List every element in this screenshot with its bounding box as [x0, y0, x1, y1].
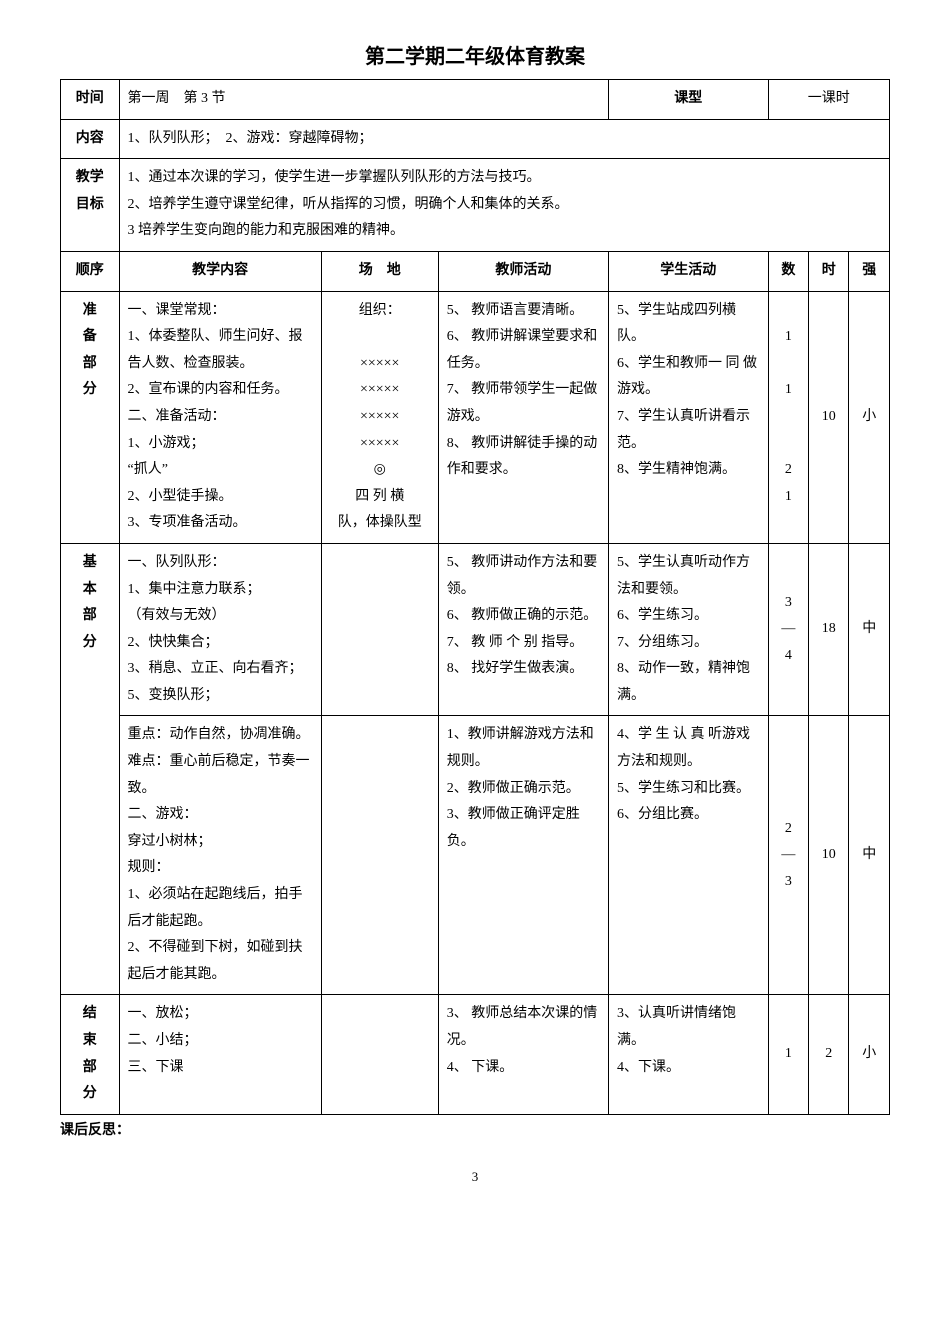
main2-intensity: 中 [849, 716, 890, 995]
main1-field [321, 543, 438, 716]
type-label: 课型 [609, 80, 769, 120]
main2-student: 4、学 生 认 真 听游戏方法和规则。 5、学生练习和比赛。 6、分组比赛。 [609, 716, 769, 995]
prep-section-label: 准 备 部 分 [61, 291, 120, 543]
main-section-label: 基 本 部 分 [61, 543, 120, 995]
end-teacher: 3、 教师总结本次课的情况。 4、 下课。 [438, 995, 608, 1114]
end-time: 2 [809, 995, 849, 1114]
col-intensity: 强 [849, 251, 890, 291]
table-row: 重点：动作自然，协凋准确。 难点：重心前后稳定，节奏一致。 二、游戏： 穿过小树… [61, 716, 890, 995]
col-student: 学生活动 [609, 251, 769, 291]
time-value: 第一周 第 3 节 [119, 80, 608, 120]
goal-value: 1、通过本次课的学习，使学生进一步掌握队列队形的方法与技巧。 2、培养学生遵守课… [119, 159, 889, 252]
type-value: 一课时 [768, 80, 889, 120]
prep-content: 一、课堂常规： 1、体委整队、师生问好、报告人数、检查服装。 2、宣布课的内容和… [119, 291, 321, 543]
col-field: 场 地 [321, 251, 438, 291]
document-title: 第二学期二年级体育教案 [60, 40, 890, 69]
main1-num: 3 — 4 [768, 543, 808, 716]
content-label: 内容 [61, 119, 120, 159]
prep-student: 5、学生站成四列横队。 6、学生和教师一 同 做 游戏。 7、学生认真听讲看示范… [609, 291, 769, 543]
end-field [321, 995, 438, 1114]
prep-field: 组织： ××××× ××××× ××××× ××××× ◎ 四 列 横 队，体操… [321, 291, 438, 543]
prep-num: 1 1 2 1 [768, 291, 808, 543]
col-teacher: 教师活动 [438, 251, 608, 291]
end-student: 3、认真听讲情绪饱满。 4、下课。 [609, 995, 769, 1114]
table-row: 基 本 部 分 一、队列队形： 1、集中注意力联系； （有效与无效） 2、快快集… [61, 543, 890, 716]
main2-teacher: 1、教师讲解游戏方法和规则。 2、教师做正确示范。 3、教师做正确评定胜负。 [438, 716, 608, 995]
main1-student: 5、学生认真听动作方法和要领。 6、学生练习。 7、分组练习。 8、动作一致，精… [609, 543, 769, 716]
main1-intensity: 中 [849, 543, 890, 716]
content-value: 1、队列队形； 2、游戏：穿越障碍物； [119, 119, 889, 159]
reflection-label: 课后反思： [60, 1119, 890, 1139]
main2-field [321, 716, 438, 995]
lesson-plan-table: 时间 第一周 第 3 节 课型 一课时 内容 1、队列队形； 2、游戏：穿越障碍… [60, 79, 890, 1115]
page-number: 3 [60, 1169, 890, 1185]
table-row: 内容 1、队列队形； 2、游戏：穿越障碍物； [61, 119, 890, 159]
main2-content: 重点：动作自然，协凋准确。 难点：重心前后稳定，节奏一致。 二、游戏： 穿过小树… [119, 716, 321, 995]
end-content: 一、放松； 二、小结； 三、下课 [119, 995, 321, 1114]
prep-intensity: 小 [849, 291, 890, 543]
col-seq: 顺序 [61, 251, 120, 291]
prep-time: 10 [809, 291, 849, 543]
table-row: 时间 第一周 第 3 节 课型 一课时 [61, 80, 890, 120]
end-num: 1 [768, 995, 808, 1114]
col-num: 数 [768, 251, 808, 291]
goal-label: 教学 目标 [61, 159, 120, 252]
column-header-row: 顺序 教学内容 场 地 教师活动 学生活动 数 时 强 [61, 251, 890, 291]
main2-time: 10 [809, 716, 849, 995]
table-row: 准 备 部 分 一、课堂常规： 1、体委整队、师生问好、报告人数、检查服装。 2… [61, 291, 890, 543]
end-intensity: 小 [849, 995, 890, 1114]
col-content: 教学内容 [119, 251, 321, 291]
main1-time: 18 [809, 543, 849, 716]
col-time: 时 [809, 251, 849, 291]
end-section-label: 结 束 部 分 [61, 995, 120, 1114]
main1-teacher: 5、 教师讲动作方法和要领。 6、 教师做正确的示范。 7、 教 师 个 别 指… [438, 543, 608, 716]
table-row: 结 束 部 分 一、放松； 二、小结； 三、下课 3、 教师总结本次课的情况。 … [61, 995, 890, 1114]
table-row: 教学 目标 1、通过本次课的学习，使学生进一步掌握队列队形的方法与技巧。 2、培… [61, 159, 890, 252]
prep-teacher: 5、 教师语言要清晰。 6、 教师讲解课堂要求和任务。 7、 教师带领学生一起做… [438, 291, 608, 543]
main1-content: 一、队列队形： 1、集中注意力联系； （有效与无效） 2、快快集合； 3、稍息、… [119, 543, 321, 716]
main2-num: 2 — 3 [768, 716, 808, 995]
time-label: 时间 [61, 80, 120, 120]
